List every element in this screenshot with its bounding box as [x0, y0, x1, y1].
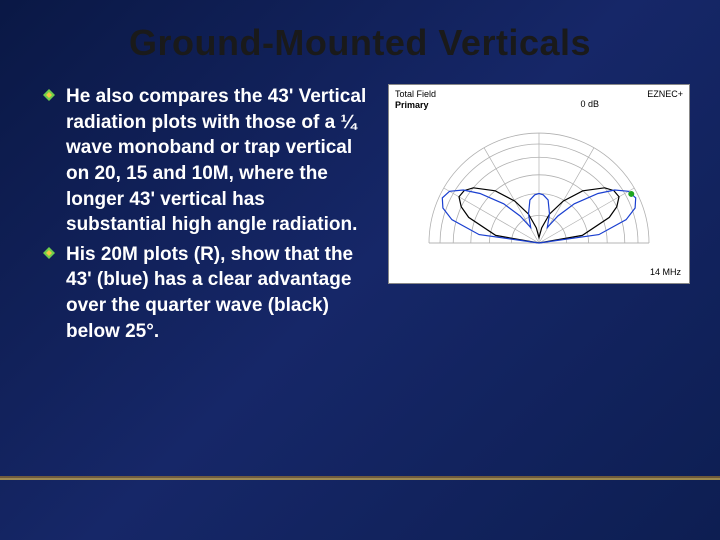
radiation-pattern-chart: Total Field Primary EZNEC+ 0 dB 14 MHz: [388, 84, 690, 284]
chart-top-left-label: Total Field Primary: [395, 89, 436, 111]
bullet-text: His 20M plots (R), show that the 43' (bl…: [66, 242, 370, 345]
chart-bottom-right-label: 14 MHz: [650, 267, 681, 277]
bullet-icon: [42, 88, 60, 107]
chart-top-right-label: EZNEC+: [647, 89, 683, 99]
chart-scale-label: 0 dB: [580, 99, 599, 109]
content-row: He also compares the 43' Vertical radiat…: [30, 84, 690, 348]
bullet-text: He also compares the 43' Vertical radiat…: [66, 84, 370, 238]
text-column: He also compares the 43' Vertical radiat…: [30, 84, 370, 348]
polar-plot: [419, 123, 659, 261]
bullet-icon: [42, 246, 60, 265]
list-item: He also compares the 43' Vertical radiat…: [42, 84, 370, 238]
page-title: Ground-Mounted Verticals: [30, 22, 690, 64]
list-item: His 20M plots (R), show that the 43' (bl…: [42, 242, 370, 345]
accent-divider: [0, 476, 720, 480]
